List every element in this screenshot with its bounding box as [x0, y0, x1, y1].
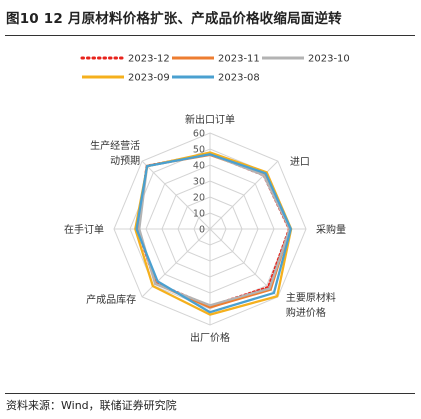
radar-series: [134, 151, 293, 316]
axis-label-line: 采购量: [316, 223, 346, 236]
legend-label: 2023-08: [218, 73, 260, 84]
figure-title: 图10 12 月原材料价格扩张、产成品价格收缩局面逆转: [6, 11, 342, 27]
tick-label: 30: [193, 177, 205, 188]
axis-label-line: 购进价格: [286, 306, 326, 319]
spoke-line: [209, 160, 279, 230]
legend-label: 2023-12: [128, 54, 170, 65]
axis-label-line: 出厂价格: [190, 331, 230, 344]
axis-label-line: 主要原材料: [286, 291, 336, 304]
series-2023-08: [135, 153, 292, 314]
chart-legend: 2023-12 2023-11 2023-10 2023-09 2023-08: [80, 54, 350, 84]
spoke-line: [141, 160, 211, 230]
tick-label: 50: [193, 145, 205, 156]
axis-label-line: 生产经营活: [90, 139, 140, 152]
axis-label-line: 进口: [290, 156, 310, 168]
tick-label: 0: [199, 225, 205, 236]
axis-label-line: 产成品库存: [86, 293, 136, 306]
spoke-line: [209, 228, 279, 298]
axis-label: 主要原材料购进价格: [286, 291, 336, 319]
legend-label: 2023-10: [308, 54, 350, 65]
radar-chart: 2023-12 2023-11 2023-10 2023-09 2023-08 0 10 2…: [64, 54, 350, 345]
legend-label: 2023-11: [218, 54, 260, 65]
axis-label-line: 动预期: [110, 155, 140, 167]
radial-tick-labels: 0 10 20 30 40 50 60: [193, 129, 205, 236]
axis-label: 出厂价格: [190, 331, 230, 344]
tick-label: 10: [193, 209, 205, 220]
source-note: 资料来源：Wind，联储证券研究院: [6, 399, 177, 412]
tick-label: 40: [193, 161, 205, 172]
tick-label: 60: [193, 129, 205, 140]
axis-label: 产成品库存: [86, 293, 136, 306]
axis-label: 采购量: [316, 223, 346, 236]
axis-label: 新出口订单: [185, 113, 235, 126]
title-rule: [5, 35, 415, 36]
axis-label-line: 在手订单: [64, 223, 104, 236]
tick-label: 20: [193, 193, 205, 204]
axis-label: 在手订单: [64, 223, 104, 236]
axis-label-line: 新出口订单: [185, 113, 235, 126]
axis-label: 生产经营活动预期: [90, 139, 140, 167]
source-rule: [5, 393, 415, 394]
legend-label: 2023-09: [128, 73, 170, 84]
axis-label: 进口: [290, 156, 310, 168]
